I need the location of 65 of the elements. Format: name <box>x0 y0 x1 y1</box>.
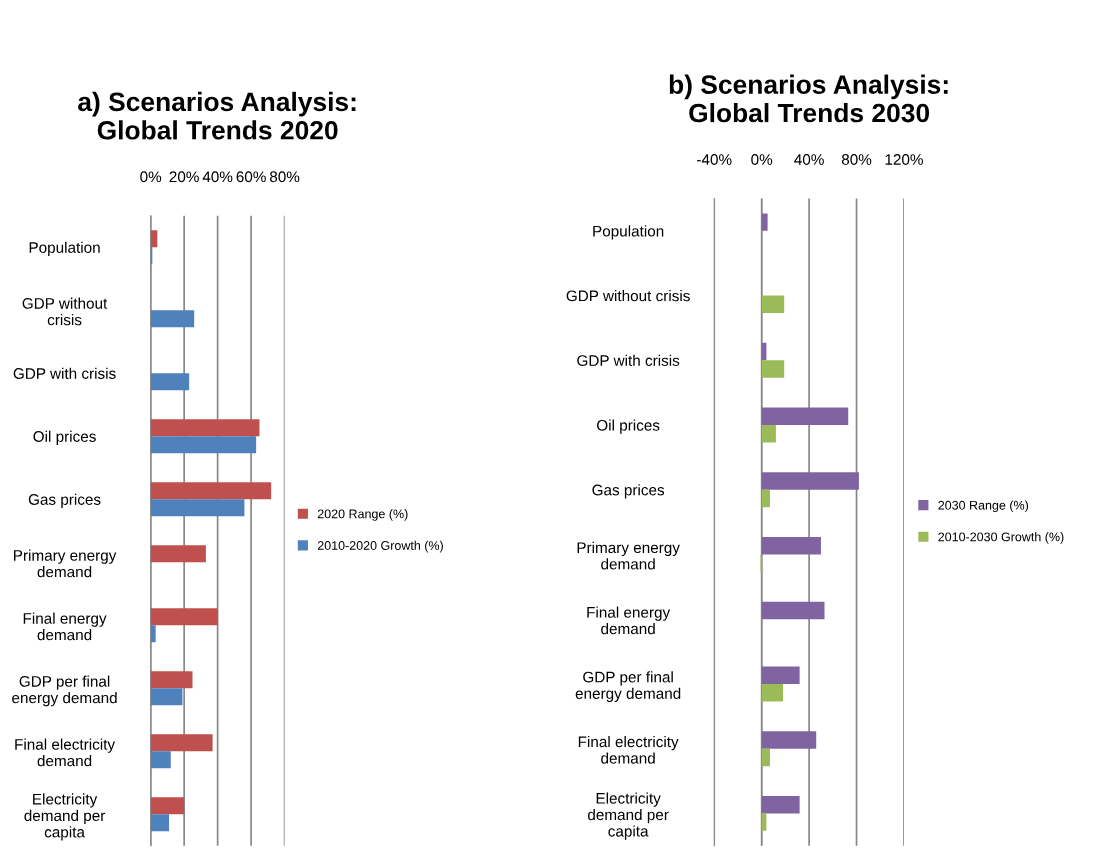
x-tick-label: 60% <box>236 171 266 183</box>
y-tick-label: Primary energy demand <box>14 549 117 578</box>
y-tick-label: Gas prices <box>28 493 101 508</box>
bar <box>761 537 821 555</box>
y-tick-label: Primary energy demand <box>577 541 680 570</box>
bar <box>761 360 785 378</box>
bar <box>761 666 800 684</box>
bar <box>150 310 195 328</box>
bar <box>761 213 768 231</box>
chart-title: a) Scenarios Analysis: Global Trends 2020 <box>78 91 356 140</box>
x-tick-label: -40% <box>697 154 732 165</box>
y-tick-label: Oil prices <box>597 419 660 434</box>
bar <box>761 731 817 749</box>
y-tick-label: Population <box>29 241 100 256</box>
bar <box>150 751 171 769</box>
bar <box>761 295 785 314</box>
bar <box>150 688 183 706</box>
bar <box>150 436 257 454</box>
y-tick-label: Gas prices <box>592 484 665 499</box>
x-tick-label: 40% <box>202 171 233 183</box>
y-tick-label: GDP per final energy demand <box>12 675 117 707</box>
legend-label: 2030 Range (%) <box>938 500 1029 513</box>
x-tick-label: 20% <box>169 171 199 183</box>
bar <box>150 671 193 689</box>
bar <box>150 734 213 752</box>
y-tick-label: GDP with crisis <box>577 354 680 366</box>
bar <box>150 419 260 437</box>
x-tick-label: 120% <box>885 154 923 165</box>
bar <box>150 797 185 815</box>
bar <box>761 407 849 426</box>
y-tick-label: Oil prices <box>33 430 96 445</box>
y-tick-label: Final electricity demand <box>578 736 679 764</box>
legend-label: 2010-2030 Growth (%) <box>938 532 1064 544</box>
bar <box>761 683 784 702</box>
y-tick-label: Final energy demand <box>23 612 107 641</box>
legend-label: 2020 Range (%) <box>317 509 408 521</box>
bar <box>150 373 190 391</box>
legend-label: 2010-2020 Growth (%) <box>317 540 443 553</box>
y-tick-label: GDP with crisis <box>13 367 116 379</box>
y-tick-label: Final electricity demand <box>15 738 116 767</box>
bar <box>150 625 156 643</box>
x-tick-label: 0% <box>751 154 773 165</box>
x-tick-label: 80% <box>269 171 300 183</box>
bar <box>150 608 218 626</box>
bar <box>150 499 245 517</box>
bar <box>150 814 170 832</box>
bar <box>761 795 800 814</box>
y-tick-label: Final energy demand <box>587 606 671 635</box>
bar <box>761 489 770 508</box>
y-tick-label: GDP without crisis <box>22 297 108 326</box>
y-tick-label: GDP per final energy demand <box>575 671 681 702</box>
x-tick-label: 80% <box>841 154 872 165</box>
y-tick-label: Population <box>593 225 664 240</box>
bar <box>761 748 770 767</box>
x-tick-label: 40% <box>794 154 824 165</box>
chart-title: b) Scenarios Analysis: Global Trends 2030 <box>669 74 948 123</box>
bar <box>150 482 272 500</box>
y-tick-label: GDP without crisis <box>566 290 690 302</box>
y-tick-label: Electricity demand per capita <box>588 792 669 840</box>
y-tick-label: Electricity demand per capita <box>24 793 106 841</box>
bar <box>761 601 825 620</box>
x-tick-label: 0% <box>140 171 162 183</box>
bar <box>761 425 776 443</box>
bar <box>150 545 206 563</box>
bar <box>761 472 859 490</box>
